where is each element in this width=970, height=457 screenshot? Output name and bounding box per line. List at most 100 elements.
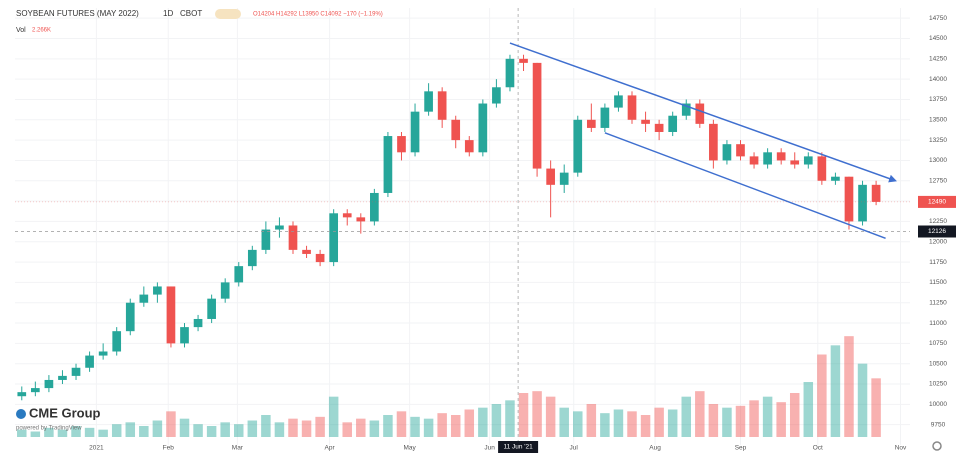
- candle-body: [871, 184, 881, 202]
- volume-bar: [342, 422, 352, 437]
- volume-bar: [423, 418, 434, 437]
- candle-body: [586, 119, 596, 128]
- candle-body: [180, 327, 189, 344]
- volume-bar: [776, 402, 786, 437]
- logo: CME Group: [29, 405, 101, 420]
- candle-body: [709, 123, 718, 161]
- candle-body: [681, 103, 691, 116]
- candle-body: [817, 156, 827, 181]
- y-tick-label: 14000: [929, 76, 947, 83]
- volume-value: 2.266K: [32, 28, 51, 34]
- candle-body: [722, 144, 732, 161]
- volume-bar: [830, 345, 841, 437]
- y-tick-label: 11500: [929, 279, 947, 286]
- candle-body: [519, 58, 528, 63]
- y-tick-label: 12250: [929, 218, 947, 225]
- candle-body: [451, 119, 461, 141]
- candle-body: [193, 318, 203, 328]
- volume-bar: [600, 413, 610, 437]
- y-tick-label: 9750: [931, 421, 946, 428]
- volume-bar: [71, 426, 81, 437]
- settings-icon[interactable]: [932, 441, 942, 451]
- x-tick-label: 2021: [89, 445, 104, 452]
- candle-body: [844, 176, 854, 222]
- logo-icon: [16, 409, 26, 419]
- y-tick-label: 14500: [929, 35, 947, 42]
- candle-body: [546, 168, 555, 185]
- volume-bar: [247, 420, 258, 437]
- volume-bar: [57, 429, 68, 437]
- candle-body: [342, 213, 352, 218]
- volume-bar: [749, 400, 759, 437]
- volume-bar: [545, 396, 556, 437]
- volume-bar: [857, 363, 868, 437]
- y-tick-label: 10000: [929, 401, 947, 408]
- volume-bar: [111, 424, 122, 437]
- candle-body: [275, 225, 284, 230]
- y-tick-label: 13000: [929, 157, 947, 164]
- candle-body: [71, 367, 81, 376]
- crosshair-x-tag: [498, 441, 539, 453]
- candle-body: [573, 119, 583, 173]
- candle-body: [247, 249, 257, 267]
- volume-bar: [803, 382, 814, 437]
- volume-bar: [762, 396, 773, 437]
- volume-bar: [505, 400, 515, 437]
- crosshair-y-tag: [918, 225, 956, 238]
- volume-bar: [396, 411, 407, 437]
- volume-bar: [573, 411, 583, 437]
- volume-bar: [681, 396, 691, 437]
- candle-body: [370, 192, 379, 222]
- volume-bar: [871, 378, 881, 437]
- candle-body: [356, 217, 366, 222]
- volume-bar: [586, 404, 597, 437]
- candle-body: [437, 91, 447, 120]
- candle-body: [505, 58, 515, 88]
- last-price-label: 12490: [928, 199, 946, 206]
- volume-bar: [84, 427, 95, 437]
- volume-bar: [735, 405, 746, 437]
- y-tick-label: 10750: [929, 340, 947, 347]
- interval: 1D: [163, 9, 173, 18]
- volume-bar: [17, 429, 27, 437]
- volume-bar: [30, 431, 41, 437]
- volume-bar: [315, 416, 325, 437]
- volume-bar: [369, 420, 380, 437]
- candle-body: [220, 282, 230, 299]
- x-tick-label: Jun: [484, 445, 495, 452]
- candle-body: [31, 388, 40, 393]
- volume-bar: [44, 427, 54, 437]
- volume-bar: [234, 424, 244, 437]
- candle-body: [654, 123, 664, 132]
- candle-body: [478, 103, 488, 153]
- volume-bar: [193, 424, 203, 437]
- ohlc-readout: O14204 H14292 L13950 C14092 −170 (−1.19%…: [253, 12, 383, 18]
- candle-body: [858, 184, 867, 222]
- candle-body: [424, 91, 433, 112]
- candle-body: [559, 172, 569, 185]
- volume-bar: [640, 415, 651, 437]
- volume-bar: [844, 336, 854, 437]
- last-price-tag: [918, 195, 956, 208]
- x-tick-label: Sep: [735, 445, 747, 452]
- volume-bar: [518, 393, 529, 437]
- candle-body: [627, 95, 637, 120]
- y-tick-label: 11250: [929, 299, 947, 306]
- volume-bar: [708, 404, 719, 437]
- candle-body: [112, 331, 122, 352]
- volume-bar: [613, 409, 624, 437]
- candle-body: [641, 119, 650, 124]
- exchange: CBOT: [180, 9, 202, 18]
- y-tick-label: 10500: [929, 360, 947, 367]
- candle-body: [600, 107, 610, 128]
- volume-label: Vol: [16, 27, 26, 34]
- candle-body: [58, 375, 67, 380]
- candle-body: [98, 351, 108, 356]
- y-tick-label: 11000: [929, 320, 947, 327]
- chart-title: SOYBEAN FUTURES (MAY 2022): [16, 9, 139, 18]
- candle-body: [44, 379, 54, 389]
- candle-body: [614, 95, 623, 108]
- candle-body: [464, 140, 474, 153]
- volume-bar: [654, 407, 664, 437]
- candle-body: [749, 156, 759, 165]
